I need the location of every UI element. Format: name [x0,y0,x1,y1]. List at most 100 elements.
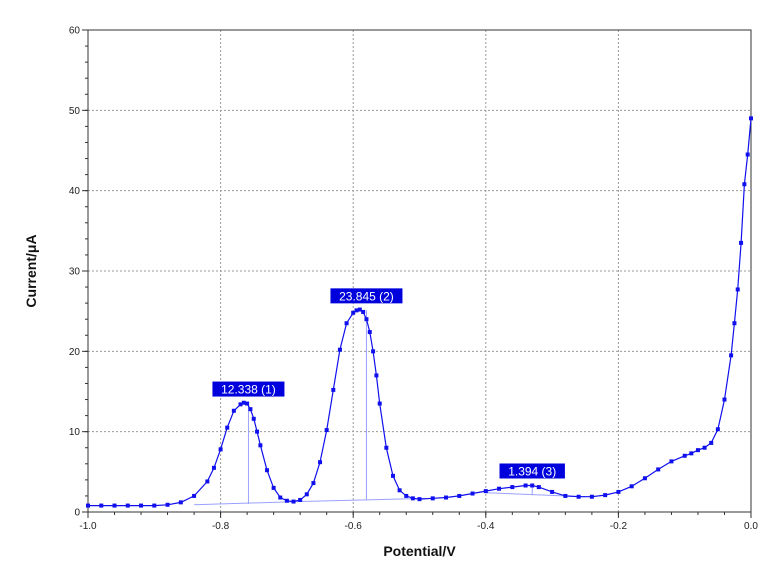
x-tick-label: -0.8 [212,521,230,532]
data-point [397,488,402,493]
data-point [742,182,747,187]
data-point [695,448,700,453]
data-point [218,447,223,452]
peak-label-box [212,381,285,397]
x-axis-ticks: -1.0 -0.8 -0.6 -0.4 -0.2 0.0 [79,512,758,532]
x-tick-label: -1.0 [79,521,97,532]
peak-baseline [300,497,427,503]
peak-baseline [194,501,301,506]
series-line [88,118,752,507]
data-point [729,353,734,358]
data-point [311,481,316,486]
data-point [629,484,634,489]
data-point [211,465,216,470]
y-tick-label: 20 [69,347,81,358]
data-point [669,459,674,464]
data-point [563,493,568,498]
y-axis-title: Current/μA [23,234,39,307]
peak-label-text: 23.845 (2) [339,289,394,303]
data-point [112,503,117,508]
data-point [178,500,183,505]
data-point [732,321,737,326]
data-point [550,489,555,494]
data-point [304,492,309,497]
data-point [318,460,323,465]
data-point [99,503,104,508]
data-point [331,387,336,392]
data-point [410,496,415,501]
data-point [530,483,535,488]
data-point [536,485,541,490]
y-tick-label: 50 [69,106,81,117]
data-point [238,402,243,407]
data-point [430,496,435,501]
data-point [735,287,740,292]
data-point [709,440,714,445]
data-point [255,429,260,434]
data-point [125,503,130,508]
y-tick-label: 60 [69,26,81,37]
data-point [248,407,253,412]
peak-label: 23.845 (2) [330,288,403,304]
data-point [722,397,727,402]
data-point [165,502,170,507]
data-point [298,497,303,502]
data-point [361,309,366,314]
data-point [390,473,395,478]
data-point [377,401,382,406]
data-point [192,493,197,498]
data-point [374,373,379,378]
plot-frame [87,29,752,513]
data-point [417,497,422,502]
peak-label: 12.338 (1) [212,381,285,397]
data-point [344,321,349,326]
data-point [444,495,449,500]
peak-label-text: 12.338 (1) [221,383,276,397]
data-point [152,503,157,508]
data-point [457,493,462,498]
y-tick-label: 10 [69,427,81,438]
x-tick-label: -0.6 [345,521,363,532]
data-point [470,491,475,496]
data-point [404,493,409,498]
data-point [291,499,296,504]
data-point [258,443,263,448]
data-point [682,453,687,458]
data-point [278,495,283,500]
data-point [139,503,144,508]
data-point [225,425,230,430]
data-point [251,416,256,421]
data-point [284,498,289,503]
data-point [205,479,210,484]
peak-baselines [194,492,586,506]
data-point [497,486,502,491]
data-point [523,483,528,488]
data-point [689,451,694,456]
data-point [371,349,376,354]
data-point [337,347,342,352]
data-point [702,445,707,450]
data-point [749,116,753,121]
data-point [241,400,246,405]
data-point [271,485,276,490]
data-point [576,494,581,499]
x-tick-label: -0.4 [477,521,495,532]
peak-label-box [330,288,403,304]
data-point [245,401,250,406]
y-tick-label: 30 [69,267,81,278]
minor-ticks [85,29,752,515]
peak-labels: 12.338 (1) 23.845 (2) 1.394 (3) [212,288,565,479]
data-point [367,330,372,335]
data-point [745,152,750,157]
data-point [510,485,515,490]
data-point [357,307,362,312]
x-axis-title: Potential/V [383,543,456,559]
x-tick-label: 0.0 [744,521,758,532]
peak-label: 1.394 (3) [499,463,565,479]
data-point [642,476,647,481]
peak-label-text: 1.394 (3) [508,464,556,478]
data-point [354,308,359,313]
grid-lines [88,30,751,512]
series-markers [86,116,753,508]
data-point [589,494,594,499]
